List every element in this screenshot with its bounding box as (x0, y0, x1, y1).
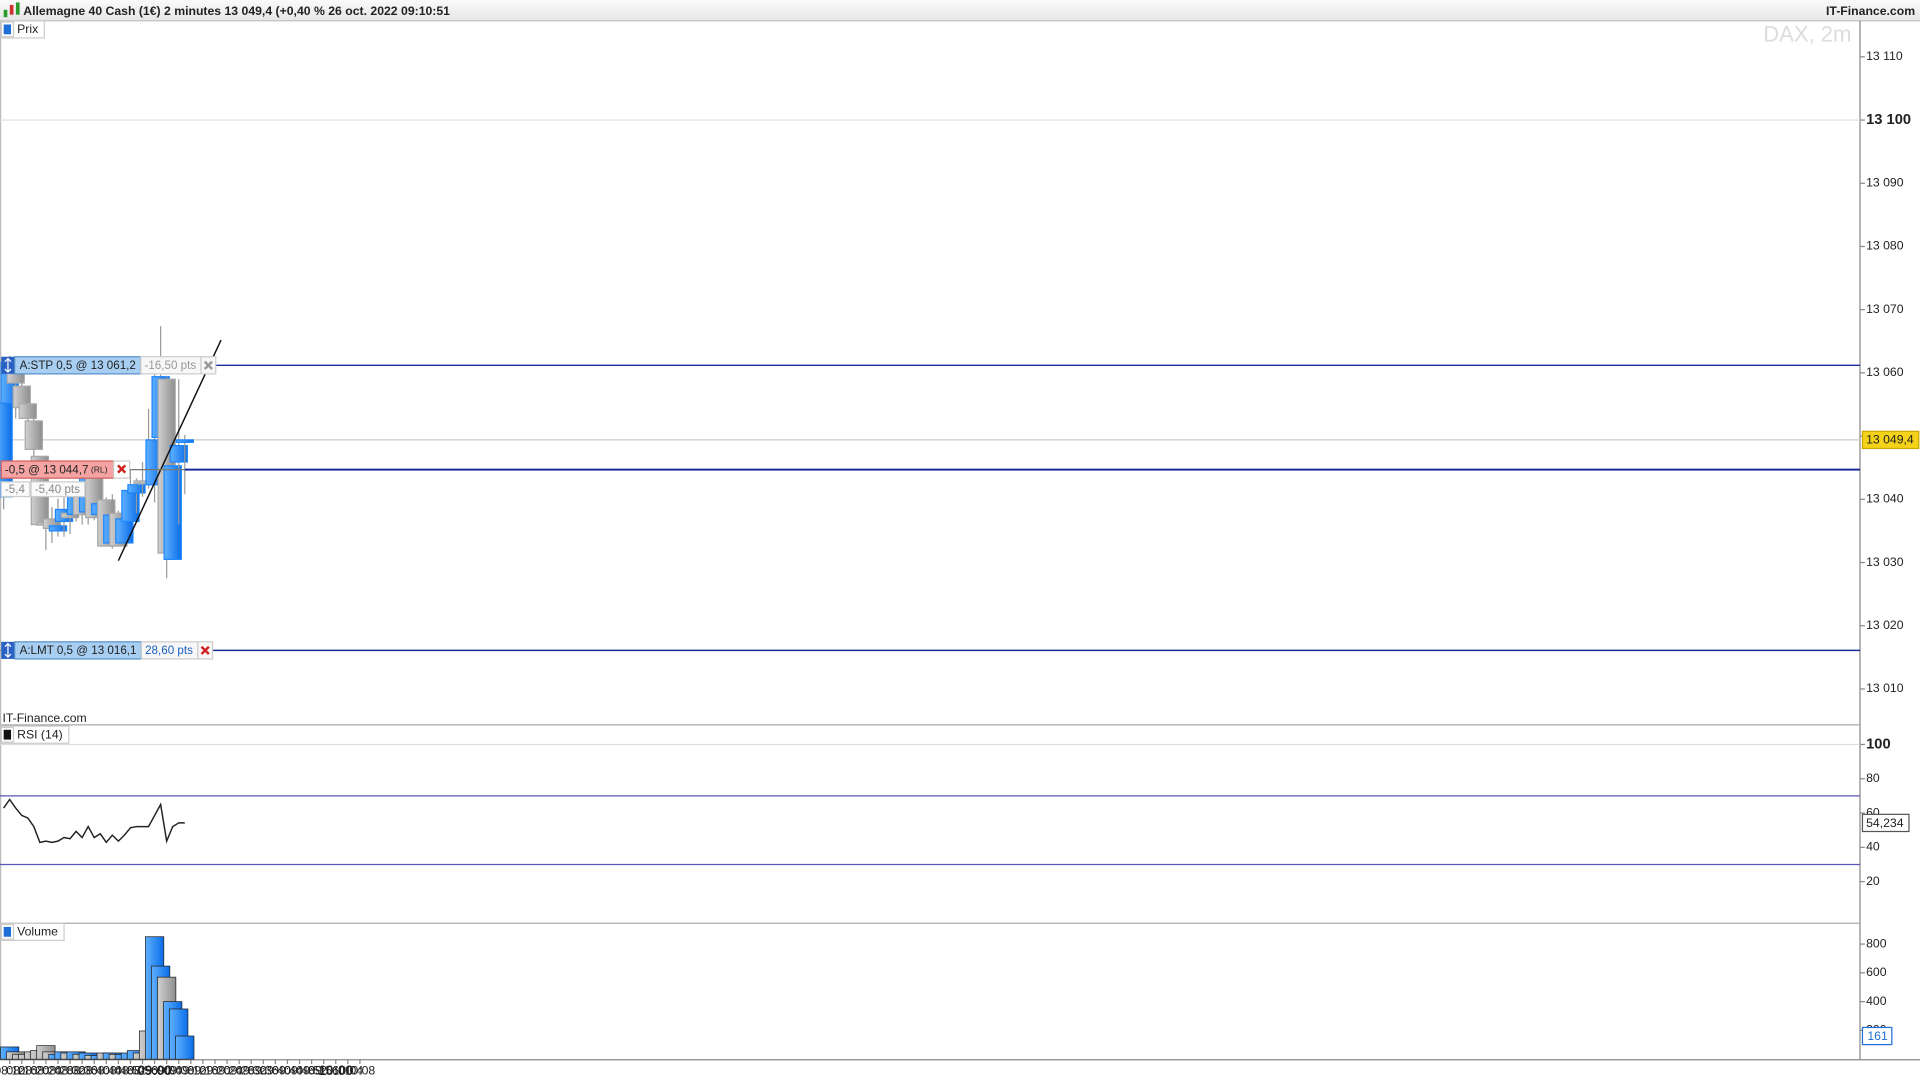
x-tick-label: 09:48 (284, 1064, 315, 1078)
panel-label-box (0, 725, 70, 744)
y-tick-label: 13 040 (1866, 492, 1904, 506)
order-handle-icon (4, 642, 12, 658)
candle-body (18, 403, 37, 420)
y-tick-label: 13 080 (1866, 239, 1904, 253)
y-tick-label: 100 (1866, 736, 1891, 752)
x-tick-label: 09:44 (272, 1064, 303, 1078)
panel-label: Prix (17, 22, 38, 36)
x-tick-label: 09:24 (212, 1064, 243, 1078)
y-tick-label: 13 010 (1866, 681, 1904, 695)
panel-label: RSI (14) (17, 728, 63, 742)
y-tick-label: 400 (1866, 994, 1887, 1008)
x-tick-label: 08:12 (0, 1064, 25, 1078)
x-tick-label: 09:04 (151, 1064, 182, 1078)
order-tag: (RL) (91, 464, 108, 474)
y-tick-label: 13 060 (1866, 365, 1904, 379)
x-tick-label: 10:08 (345, 1064, 376, 1078)
order-pts: -16,50 pts (144, 359, 196, 372)
x-tick-label: 08:32 (55, 1064, 86, 1078)
candle-body (48, 525, 68, 532)
panel-label-icon (3, 729, 12, 740)
order-pts: 28,60 pts (145, 644, 193, 657)
header-brand: IT-Finance.com (1826, 4, 1915, 18)
x-tick-label: 09:12 (176, 1064, 207, 1078)
order-label: -0,5 @ 13 044,7 (5, 463, 89, 476)
last-price-box (1861, 430, 1920, 450)
x-tick-label: 08:56 (127, 1064, 158, 1078)
y-tick-label: 800 (1866, 936, 1887, 950)
x-tick-label: 09:36 (248, 1064, 279, 1078)
y-tick-label: 13 020 (1866, 618, 1904, 632)
x-tick-label: 08:16 (6, 1064, 37, 1078)
header-icon (3, 9, 8, 18)
order-pts-box (30, 481, 86, 498)
y-tick-label: 13 070 (1866, 302, 1904, 316)
header-bar (0, 0, 1920, 21)
y-tick-label: 13 110 (1866, 49, 1903, 63)
candle-body (127, 484, 146, 494)
panel-label-icon (3, 926, 12, 937)
panel-label-icon (3, 24, 12, 35)
volume-bar (175, 1035, 195, 1060)
y-tick-label: 40 (1866, 840, 1880, 854)
x-tick-label: 10:00 (319, 1063, 353, 1078)
x-tick-label: 08:44 (91, 1064, 122, 1078)
header-title: Allemagne 40 Cash (1€) 2 minutes 13 049,… (23, 4, 450, 18)
trendline (117, 339, 222, 561)
candle-body (175, 439, 194, 443)
x-tick-label: 09:32 (236, 1064, 267, 1078)
x-tick-label: 08:48 (103, 1064, 134, 1078)
x-tick-label: 09:20 (200, 1064, 231, 1078)
volume-last-label: 161 (1867, 1029, 1888, 1043)
order-sub: -5,4 (5, 483, 26, 496)
candle-body (169, 444, 188, 463)
x-tick-label: 09:56 (308, 1064, 339, 1078)
order-handle-icon (4, 357, 12, 373)
x-tick-label: 08:36 (67, 1064, 98, 1078)
header-icon (15, 2, 20, 15)
y-tick-label: 80 (1866, 771, 1880, 785)
x-tick-label: 08:20 (19, 1064, 50, 1078)
order-pts: -5,40 pts (35, 483, 80, 496)
y-tick-label: 13 100 (1866, 112, 1911, 128)
x-tick-label: 09:00 (137, 1063, 171, 1078)
order-label: A:STP 0,5 @ 13 061,2 (20, 359, 136, 372)
y-tick-label: 13 090 (1866, 176, 1904, 190)
order-cancel-icon (117, 464, 127, 474)
x-tick-label: 09:16 (188, 1064, 219, 1078)
rsi-line (3, 798, 185, 844)
x-tick-label: 09:52 (296, 1064, 327, 1078)
x-tick-label: 08:28 (43, 1064, 74, 1078)
x-tick-label: 08:40 (79, 1064, 110, 1078)
footer-brand: IT-Finance.com (2, 711, 86, 725)
rsi-last-label: 54,234 (1866, 816, 1904, 830)
candle-body (115, 518, 134, 544)
order-cancel-icon (203, 360, 213, 370)
y-tick-label: 20 (1866, 874, 1880, 888)
x-tick-label: 09:08 (163, 1064, 194, 1078)
watermark: DAX, 2m (1763, 21, 1851, 46)
order-cancel-icon (200, 645, 210, 655)
header-icon (9, 4, 14, 15)
panel-label-box (0, 922, 65, 942)
y-tick-label: 13 030 (1866, 555, 1904, 569)
panel-label-box (0, 20, 45, 39)
last-price-label: 13 049,4 (1866, 433, 1914, 447)
order-sub-box (0, 481, 31, 498)
x-tick-label: 09:28 (224, 1064, 255, 1078)
x-tick-label: 08:52 (115, 1064, 146, 1078)
rsi-last-box (1861, 813, 1910, 833)
candle-body (24, 420, 44, 450)
candle-body (163, 465, 182, 560)
panel-label: Volume (17, 925, 58, 939)
volume-last-box (1861, 1026, 1893, 1046)
order-label: A:LMT 0,5 @ 13 016,1 (20, 644, 137, 657)
y-tick-label: 600 (1866, 965, 1887, 979)
x-tick-label: 08:24 (31, 1064, 62, 1078)
x-tick-label: 10:04 (333, 1064, 364, 1078)
x-tick-label: 09:40 (260, 1064, 291, 1078)
